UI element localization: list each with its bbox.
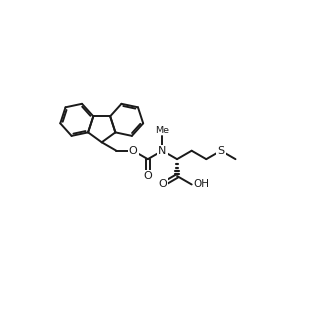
Text: Me: Me	[155, 126, 169, 135]
Text: S: S	[217, 146, 224, 156]
Text: O: O	[144, 171, 152, 181]
Text: O: O	[129, 146, 138, 156]
Text: O: O	[158, 180, 167, 189]
Text: N: N	[158, 146, 167, 156]
Text: OH: OH	[193, 180, 209, 189]
